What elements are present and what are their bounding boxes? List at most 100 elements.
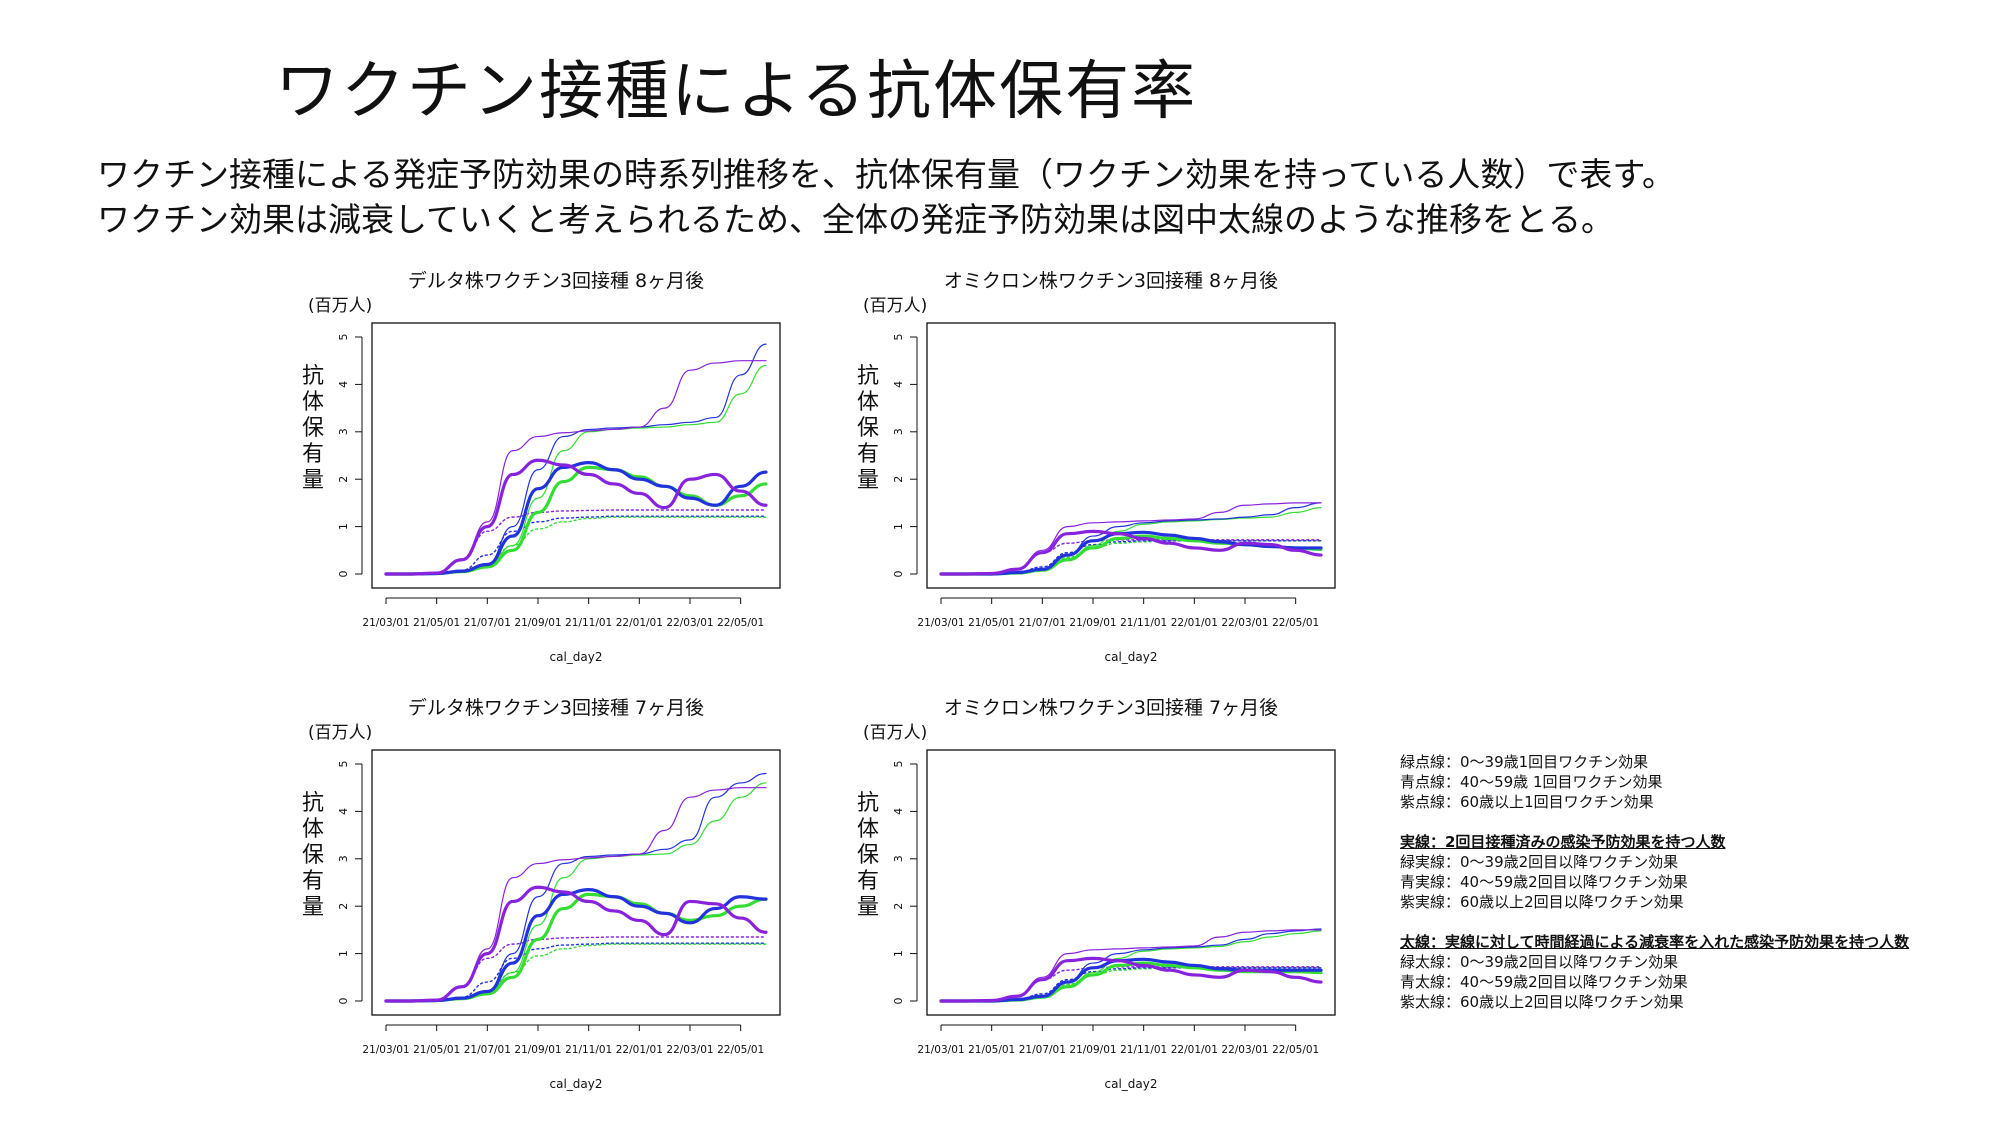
chart-delta-7m-svg: デルタ株ワクチン3回接種 7ヶ月後 (百万人) 抗体保有量 0 1 2 3 4 5 21/03/0…	[302, 697, 781, 1091]
x-tick-label: 22/03/01	[666, 617, 713, 629]
x-tick-label: 22/01/01	[616, 1044, 663, 1056]
x-tick-label: 21/03/01	[917, 617, 964, 629]
series-solid-blue	[385, 343, 767, 575]
chart-omicron-7m-svg: オミクロン株ワクチン3回接種 7ヶ月後 (百万人) 抗体保有量 0 1 2 3 4 5 21/03…	[857, 697, 1336, 1091]
y-tick-label: 5	[892, 761, 905, 768]
series-dotted-green	[385, 943, 767, 1002]
legend-dotted-green: 緑点線：0～39歳1回目ワクチン効果	[1400, 753, 1649, 771]
y-tick-label: 2	[892, 476, 905, 483]
legend-dotted-blue: 青点線：40～59歳 1回目ワクチン効果	[1400, 773, 1663, 791]
x-tick-label: 22/03/01	[1221, 1044, 1268, 1056]
x-axis-label: cal_day2	[550, 1077, 603, 1091]
description-line-2: ワクチン効果は減衰していくと考えられるため、全体の発症予防効果は図中太線のような…	[97, 200, 1615, 239]
x-tick-label: 22/01/01	[1171, 617, 1218, 629]
y-tick-label: 4	[337, 381, 350, 388]
x-tick-label: 21/03/01	[917, 1044, 964, 1056]
legend-solid-purple: 紫実線：60歳以上2回目以降ワクチン効果	[1400, 893, 1684, 911]
legend-thick-green: 緑太線：0～39歳2回目以降ワクチン効果	[1400, 953, 1679, 971]
x-tick-label: 21/11/01	[1120, 617, 1167, 629]
series-thick-purple	[939, 956, 1323, 1003]
x-tick-label: 22/05/01	[1272, 1044, 1319, 1056]
series-dotted-green	[385, 516, 767, 575]
y-tick-label: 2	[337, 903, 350, 910]
series-dotted-blue	[940, 540, 1322, 575]
series-thick-blue	[384, 888, 768, 1003]
x-tick-label: 21/05/01	[413, 617, 460, 629]
y-tick-label: 3	[892, 855, 905, 862]
chart-delta-7m: デルタ株ワクチン3回接種 7ヶ月後 (百万人) 抗体保有量 0 1 2 3 4 5 21/03/0…	[280, 692, 820, 1092]
y-tick-label: 4	[892, 808, 905, 815]
legend-thick-blue: 青太線：40～59歳2回目以降ワクチン効果	[1400, 973, 1688, 991]
unit-label: (百万人)	[863, 296, 927, 316]
x-tick-label: 21/09/01	[514, 1044, 561, 1056]
chart-title: デルタ株ワクチン3回接種 7ヶ月後	[408, 697, 704, 719]
x-tick-label: 22/05/01	[717, 1044, 764, 1056]
series-thick-purple	[384, 458, 768, 576]
legend-solid-green: 緑実線：0～39歳2回目以降ワクチン効果	[1400, 853, 1679, 871]
description-line-1: ワクチン接種による発症予防効果の時系列推移を、抗体保有量（ワクチン効果を持ってい…	[97, 155, 1676, 194]
legend-thick-header: 太線：実線に対して時間経過による減衰率を入れた感染予防効果を持つ人数	[1400, 933, 1910, 951]
legend-solid-blue: 青実線：40～59歳2回目以降ワクチン効果	[1400, 873, 1688, 891]
y-tick-label: 3	[337, 428, 350, 435]
y-tick-label: 3	[337, 855, 350, 862]
x-tick-label: 22/05/01	[1272, 617, 1319, 629]
x-axis-label: cal_day2	[1105, 1077, 1158, 1091]
legend-solid-header: 実線：2回目接種済みの感染予防効果を持つ人数	[1400, 833, 1726, 851]
y-tick-label: 1	[337, 523, 350, 530]
series-solid-blue	[385, 772, 767, 1002]
y-tick-label: 0	[337, 571, 350, 578]
y-axis-label: 抗体保有量	[857, 364, 879, 493]
chart-title: オミクロン株ワクチン3回接種 7ヶ月後	[944, 697, 1278, 719]
plot-frame	[926, 322, 1336, 589]
x-tick-label: 21/03/01	[362, 1044, 409, 1056]
y-tick-label: 2	[337, 476, 350, 483]
x-tick-label: 21/07/01	[464, 617, 511, 629]
chart-omicron-8m-svg: オミクロン株ワクチン3回接種 8ヶ月後 (百万人) 抗体保有量 0 1 2 3 4 5 21/03…	[857, 270, 1336, 664]
y-tick-label: 0	[337, 998, 350, 1005]
x-tick-label: 22/05/01	[717, 617, 764, 629]
y-tick-label: 1	[337, 950, 350, 957]
x-tick-label: 21/09/01	[514, 617, 561, 629]
x-tick-label: 21/07/01	[1019, 617, 1066, 629]
y-tick-label: 5	[892, 334, 905, 341]
x-tick-label: 21/05/01	[968, 1044, 1015, 1056]
x-tick-label: 22/03/01	[1221, 617, 1268, 629]
plot-frame	[371, 322, 781, 589]
x-tick-label: 22/01/01	[1171, 1044, 1218, 1056]
chart-omicron-8m: オミクロン株ワクチン3回接種 8ヶ月後 (百万人) 抗体保有量 0 1 2 3 4 5 21/03…	[835, 265, 1375, 665]
y-tick-label: 1	[892, 523, 905, 530]
x-tick-label: 21/11/01	[565, 617, 612, 629]
series-dotted-blue	[385, 515, 767, 575]
series-thick-blue	[384, 461, 768, 576]
legend-thick-purple: 紫太線：60歳以上2回目以降ワクチン効果	[1400, 993, 1684, 1011]
x-tick-label: 22/01/01	[616, 617, 663, 629]
slide-title: ワクチン接種による抗体保有率	[275, 55, 1198, 129]
chart-title: オミクロン株ワクチン3回接種 8ヶ月後	[944, 270, 1278, 292]
series-dotted-purple	[940, 539, 1322, 575]
chart-omicron-7m: オミクロン株ワクチン3回接種 7ヶ月後 (百万人) 抗体保有量 0 1 2 3 4 5 21/03…	[835, 692, 1375, 1092]
legend-panel: 緑点線：0～39歳1回目ワクチン効果 青点線：40～59歳 1回目ワクチン効果 …	[1400, 752, 1909, 1012]
series-dotted-green	[940, 967, 1322, 1002]
y-tick-label: 2	[892, 903, 905, 910]
series-solid-purple	[385, 360, 767, 575]
series-thick-blue	[939, 530, 1323, 576]
y-tick-label: 3	[892, 428, 905, 435]
chart-delta-8m-svg: デルタ株ワクチン3回接種 8ヶ月後 (百万人) 抗体保有量 0 1 2 3 4 5 21/03/0…	[302, 270, 781, 664]
x-tick-label: 21/09/01	[1069, 1044, 1116, 1056]
series-dotted-purple	[940, 966, 1322, 1002]
y-tick-label: 4	[337, 808, 350, 815]
unit-label: (百万人)	[308, 723, 372, 743]
y-axis-label: 抗体保有量	[302, 791, 324, 920]
y-axis-label: 抗体保有量	[857, 791, 879, 920]
x-axis-label: cal_day2	[1105, 650, 1158, 664]
series-solid-purple	[385, 787, 767, 1002]
x-tick-label: 22/03/01	[666, 1044, 713, 1056]
series-dotted-blue	[940, 967, 1322, 1002]
series-solid-green	[940, 930, 1322, 1002]
plot-frame	[926, 749, 1336, 1016]
x-tick-label: 21/05/01	[413, 1044, 460, 1056]
series-dotted-green	[940, 540, 1322, 575]
chart-delta-8m: デルタ株ワクチン3回接種 8ヶ月後 (百万人) 抗体保有量 0 1 2 3 4 5 21/03/0…	[280, 265, 820, 665]
x-tick-label: 21/11/01	[1120, 1044, 1167, 1056]
y-tick-label: 5	[337, 761, 350, 768]
